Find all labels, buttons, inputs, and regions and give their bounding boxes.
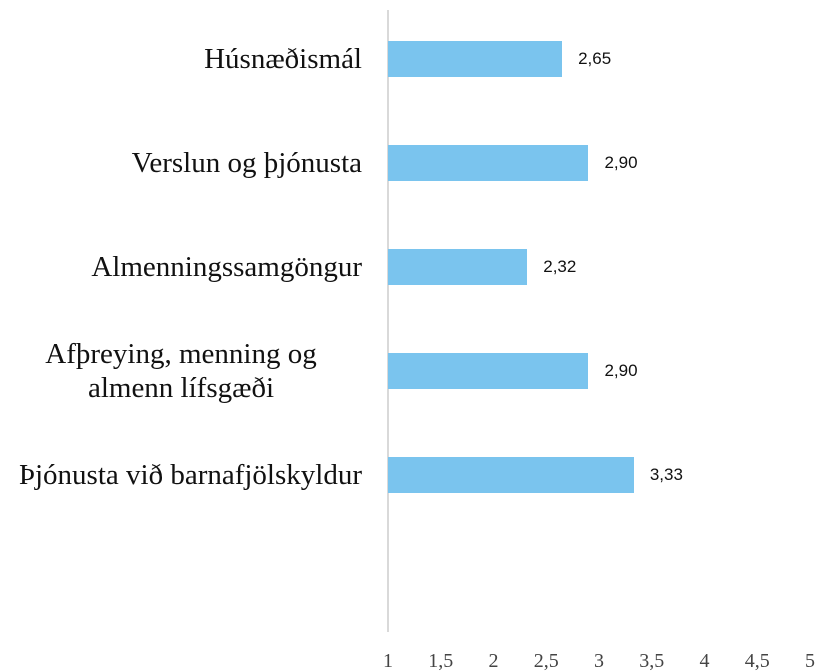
x-tick-label: 3,5 xyxy=(639,650,665,672)
value-label: 3,33 xyxy=(649,465,683,484)
value-label: 2,90 xyxy=(604,153,638,172)
x-tick-label: 1,5 xyxy=(428,650,454,672)
bar xyxy=(388,41,563,77)
category-label: Verslun og þjónusta xyxy=(131,147,362,179)
x-tick-label: 2 xyxy=(488,650,499,672)
value-label: 2,65 xyxy=(578,49,612,68)
value-label: 2,32 xyxy=(543,257,577,276)
category-label: Almenningssamgöngur xyxy=(91,251,362,283)
category-label: Afþreying, menning og almenn lífsgæði xyxy=(45,338,317,404)
category-label: Húsnæðismál xyxy=(204,43,362,75)
category-label-box: Afþreying, menning og almenn lífsgæði xyxy=(0,326,362,416)
x-tick-label: 1 xyxy=(383,650,393,672)
axis-line xyxy=(387,10,389,632)
category-label: Þjónusta við barnafjölskyldur xyxy=(18,459,362,491)
bar xyxy=(388,353,589,389)
bar xyxy=(388,145,589,181)
category-label-box: Þjónusta við barnafjölskyldur xyxy=(0,430,362,520)
bar xyxy=(388,457,634,493)
x-tick-label: 2,5 xyxy=(533,650,559,672)
bar xyxy=(388,249,528,285)
category-label-box: Verslun og þjónusta xyxy=(0,118,362,208)
category-label-box: Almenningssamgöngur xyxy=(0,222,362,312)
x-tick-label: 4,5 xyxy=(744,650,770,672)
x-tick-label: 4 xyxy=(699,650,710,672)
x-tick-label: 3 xyxy=(594,650,604,672)
value-label: 2,90 xyxy=(604,361,638,380)
category-label-box: Húsnæðismál xyxy=(0,14,362,104)
x-tick-label: 5 xyxy=(805,650,815,672)
